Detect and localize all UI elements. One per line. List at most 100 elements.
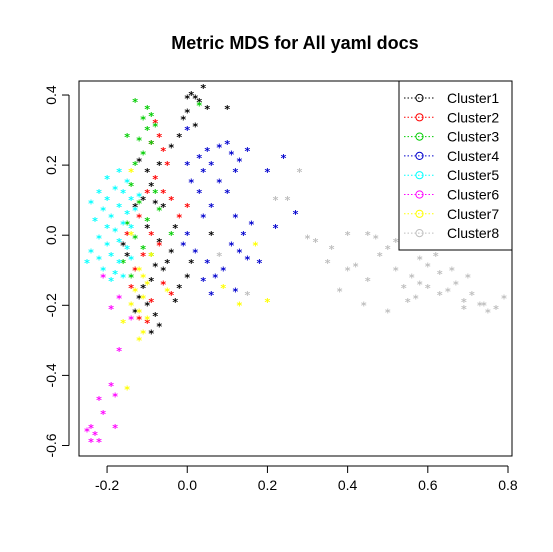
plot-frame: [78, 80, 513, 457]
data-point: *: [144, 313, 150, 326]
data-point: *: [100, 205, 106, 218]
legend-label: Cluster5: [447, 167, 499, 183]
x-tick-label: -0.2: [95, 477, 119, 493]
data-point: *: [152, 121, 158, 134]
data-point: *: [184, 107, 190, 120]
data-point: *: [237, 247, 243, 260]
data-point: *: [124, 177, 130, 190]
data-point: *: [212, 271, 218, 284]
data-point: *: [188, 89, 194, 102]
data-point: *: [84, 426, 90, 439]
data-point: *: [245, 289, 251, 302]
data-point: *: [152, 310, 158, 323]
legend-marker: [415, 190, 424, 199]
data-point: *: [192, 93, 198, 106]
data-point: *: [92, 429, 98, 442]
data-point: *: [393, 236, 399, 249]
data-point: *: [140, 149, 146, 162]
data-point: *: [485, 306, 491, 319]
data-point: *: [164, 159, 170, 172]
data-point: *: [325, 257, 331, 270]
data-point: *: [100, 408, 106, 421]
data-point: *: [188, 257, 194, 270]
data-point: *: [180, 240, 186, 253]
data-point: *: [233, 285, 239, 298]
data-point: *: [477, 299, 483, 312]
data-point: *: [104, 194, 110, 207]
data-point: *: [237, 156, 243, 169]
data-point: *: [401, 282, 407, 295]
data-point: *: [160, 187, 166, 200]
data-point: *: [160, 264, 166, 277]
data-point: *: [417, 278, 423, 291]
legend-marker: [415, 93, 424, 103]
data-point: *: [337, 285, 343, 298]
data-point: *: [128, 282, 134, 295]
y-axis: -0.6 -0.4 -0.2 0.0 0.2 0.4: [43, 85, 70, 458]
y-tick-label: 0.2: [43, 155, 59, 175]
data-point: *: [449, 264, 455, 277]
data-point: *: [136, 292, 142, 305]
data-point: *: [176, 131, 182, 144]
data-point: *: [281, 152, 287, 165]
data-point: *: [88, 198, 94, 211]
data-point: *: [136, 198, 142, 211]
data-point: *: [128, 254, 134, 267]
data-point: *: [160, 145, 166, 158]
data-point: *: [128, 222, 134, 235]
data-point: *: [409, 271, 415, 284]
data-point: *: [229, 149, 235, 162]
x-axis: -0.2 0.0 0.2 0.4 0.6 0.8: [95, 465, 518, 493]
data-point: *: [345, 229, 351, 242]
data-point: *: [437, 289, 443, 302]
data-point: *: [220, 282, 226, 295]
data-point: *: [156, 320, 162, 333]
series-Cluster8: **** *** ******* *********** ********* ******…: [216, 166, 507, 319]
data-point: *: [144, 299, 150, 312]
data-point: *: [124, 383, 130, 396]
legend-item: Cluster2: [404, 109, 499, 125]
data-point: *: [184, 93, 190, 106]
data-point: *: [128, 271, 134, 284]
data-point: *: [188, 177, 194, 190]
data-point: *: [124, 243, 130, 256]
data-point: *: [184, 229, 190, 242]
data-point: *: [156, 131, 162, 144]
series-Cluster7: ************ ********: [120, 166, 270, 396]
series-Cluster6: ***************: [84, 271, 134, 449]
series-Cluster2: ******* ****************: [124, 117, 190, 330]
legend-item: Cluster4: [404, 148, 499, 164]
legend-label: Cluster4: [447, 148, 499, 164]
data-point: *: [112, 422, 118, 435]
legend-item: Cluster3: [404, 129, 499, 145]
data-point: *: [132, 264, 138, 277]
data-point: *: [104, 240, 110, 253]
data-point: *: [196, 152, 202, 165]
data-point: *: [425, 261, 431, 274]
data-point: *: [140, 194, 146, 207]
legend-marker: [415, 151, 424, 160]
data-point: *: [184, 159, 190, 172]
y-tick-label: -0.4: [43, 363, 59, 387]
data-point: *: [297, 166, 303, 179]
x-tick-label: 0.8: [498, 477, 518, 493]
data-point: *: [120, 317, 126, 330]
data-point: *: [168, 289, 174, 302]
data-point: *: [144, 166, 150, 179]
data-point: *: [148, 180, 154, 193]
data-point: *: [112, 226, 118, 239]
data-point: *: [108, 303, 114, 316]
data-point: *: [176, 282, 182, 295]
data-point: *: [124, 250, 130, 263]
data-point: *: [405, 296, 411, 309]
data-point: *: [184, 201, 190, 214]
data-point: *: [184, 271, 190, 284]
data-point: *: [128, 313, 134, 326]
data-point: *: [116, 236, 122, 249]
data-point: *: [148, 138, 154, 151]
series-Cluster5: *** ** ***** *** ** *** **** ** ** * *******: [84, 166, 142, 288]
data-point: *: [156, 205, 162, 218]
chart-title: Metric MDS for All yaml docs: [171, 33, 418, 53]
data-point: *: [265, 166, 271, 179]
data-point: *: [204, 103, 210, 116]
